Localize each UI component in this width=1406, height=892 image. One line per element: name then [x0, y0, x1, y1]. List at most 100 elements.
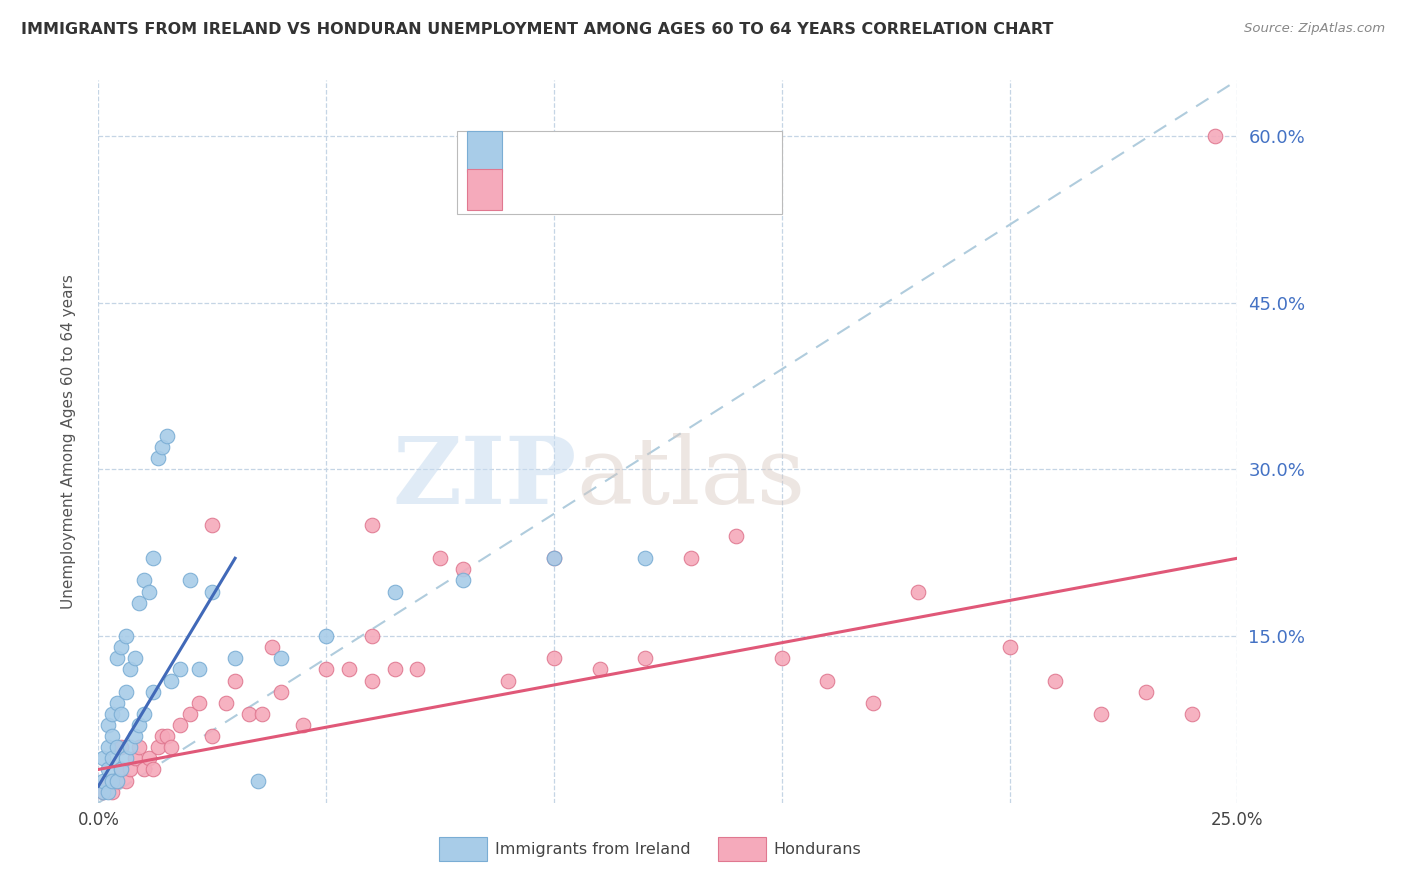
- Point: [201, 729, 224, 743]
- FancyBboxPatch shape: [457, 131, 782, 214]
- Point: [292, 718, 315, 732]
- Point: [270, 684, 292, 698]
- Point: [1204, 128, 1226, 143]
- Point: [429, 551, 451, 566]
- Point: [124, 751, 146, 765]
- Text: R = 0.418: R = 0.418: [512, 144, 595, 161]
- Point: [105, 773, 128, 788]
- Point: [1043, 673, 1066, 688]
- Point: [101, 706, 124, 721]
- Point: [451, 574, 474, 588]
- Text: IMMIGRANTS FROM IRELAND VS HONDURAN UNEMPLOYMENT AMONG AGES 60 TO 64 YEARS CORRE: IMMIGRANTS FROM IRELAND VS HONDURAN UNEM…: [21, 22, 1053, 37]
- FancyBboxPatch shape: [439, 837, 486, 862]
- Point: [187, 662, 209, 676]
- Point: [124, 651, 146, 665]
- Point: [224, 673, 246, 688]
- Point: [315, 662, 337, 676]
- Point: [150, 440, 173, 454]
- Point: [96, 785, 118, 799]
- Text: N = 55: N = 55: [645, 180, 707, 199]
- Point: [179, 706, 201, 721]
- Point: [138, 584, 160, 599]
- Point: [105, 773, 128, 788]
- Point: [138, 751, 160, 765]
- Point: [270, 651, 292, 665]
- Point: [128, 740, 150, 755]
- Text: Immigrants from Ireland: Immigrants from Ireland: [495, 841, 690, 856]
- Point: [215, 696, 238, 710]
- Point: [543, 651, 565, 665]
- Point: [101, 773, 124, 788]
- Text: atlas: atlas: [576, 433, 806, 523]
- Text: N = 48: N = 48: [645, 144, 707, 161]
- Point: [451, 562, 474, 576]
- FancyBboxPatch shape: [718, 837, 766, 862]
- Point: [156, 429, 179, 443]
- Point: [128, 596, 150, 610]
- Point: [187, 696, 209, 710]
- Point: [142, 551, 165, 566]
- Point: [114, 684, 136, 698]
- Point: [315, 629, 337, 643]
- Point: [337, 662, 360, 676]
- Point: [114, 629, 136, 643]
- Point: [862, 696, 884, 710]
- Point: [201, 584, 224, 599]
- Point: [132, 706, 155, 721]
- Point: [101, 751, 124, 765]
- Point: [105, 740, 128, 755]
- Point: [156, 729, 179, 743]
- Point: [160, 673, 183, 688]
- Point: [406, 662, 429, 676]
- Point: [120, 662, 142, 676]
- Point: [169, 662, 191, 676]
- Point: [634, 551, 657, 566]
- Point: [1181, 706, 1204, 721]
- Point: [91, 785, 114, 799]
- Point: [105, 696, 128, 710]
- Point: [907, 584, 929, 599]
- Point: [96, 773, 118, 788]
- Point: [384, 662, 406, 676]
- Text: R = 0.414: R = 0.414: [512, 180, 595, 199]
- Point: [770, 651, 793, 665]
- Point: [238, 706, 260, 721]
- Point: [360, 517, 382, 532]
- Point: [110, 640, 132, 655]
- Point: [150, 729, 173, 743]
- Point: [634, 651, 657, 665]
- Point: [91, 751, 114, 765]
- Point: [160, 740, 183, 755]
- Point: [142, 684, 165, 698]
- Point: [96, 763, 118, 777]
- Point: [105, 651, 128, 665]
- Point: [679, 551, 702, 566]
- Point: [543, 551, 565, 566]
- Point: [110, 706, 132, 721]
- Y-axis label: Unemployment Among Ages 60 to 64 years: Unemployment Among Ages 60 to 64 years: [62, 274, 76, 609]
- Point: [1090, 706, 1112, 721]
- Point: [114, 751, 136, 765]
- Text: Source: ZipAtlas.com: Source: ZipAtlas.com: [1244, 22, 1385, 36]
- Point: [101, 729, 124, 743]
- Point: [132, 763, 155, 777]
- Point: [252, 706, 274, 721]
- Point: [146, 451, 169, 466]
- Point: [110, 740, 132, 755]
- Point: [128, 718, 150, 732]
- FancyBboxPatch shape: [467, 169, 502, 210]
- Point: [498, 673, 520, 688]
- Point: [91, 773, 114, 788]
- Point: [384, 584, 406, 599]
- Point: [1135, 684, 1157, 698]
- Point: [543, 551, 565, 566]
- Point: [815, 673, 838, 688]
- Point: [246, 773, 269, 788]
- Point: [124, 729, 146, 743]
- Point: [120, 763, 142, 777]
- Point: [260, 640, 283, 655]
- Point: [224, 651, 246, 665]
- Point: [91, 785, 114, 799]
- Text: Hondurans: Hondurans: [773, 841, 862, 856]
- Point: [114, 773, 136, 788]
